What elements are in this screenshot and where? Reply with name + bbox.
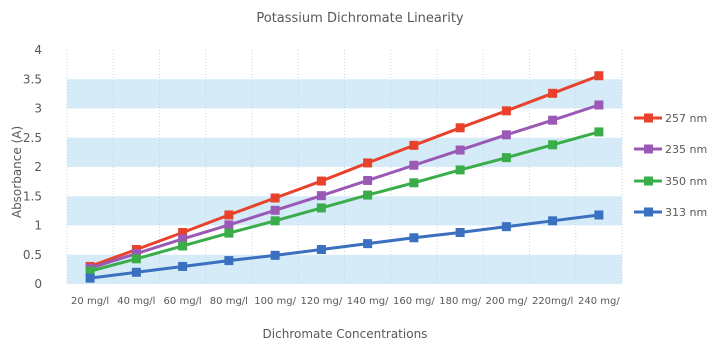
data-point	[501, 130, 511, 140]
data-point	[363, 175, 373, 185]
legend-marker	[644, 176, 653, 186]
data-point	[224, 228, 234, 238]
data-point	[594, 100, 604, 110]
chart-title: Potassium Dichromate Linearity	[256, 11, 464, 26]
x-tick-label: 240 mg/	[578, 296, 620, 307]
y-tick-label: 3.5	[23, 72, 42, 86]
data-point	[548, 88, 558, 98]
x-tick-label: 200 mg/	[486, 296, 528, 307]
data-point	[363, 190, 373, 200]
x-tick-label: 180 mg/	[439, 296, 481, 307]
x-tick-label: 140 mg/	[347, 296, 389, 307]
y-tick-label: 3	[34, 102, 42, 116]
data-point	[224, 210, 234, 220]
data-point	[270, 193, 280, 203]
series-line	[89, 130, 600, 273]
data-point	[594, 210, 604, 220]
data-point	[316, 203, 326, 213]
data-point	[409, 160, 419, 170]
data-point	[178, 261, 188, 271]
x-axis-label: Dichromate Concentrations	[263, 327, 428, 341]
x-tick-label: 80 mg/l	[210, 296, 248, 307]
series-313-nm	[85, 210, 604, 283]
data-point	[455, 123, 465, 133]
data-point	[131, 254, 141, 264]
y-tick-labels: 0 0.5 1 1.5 2 2.5 3 3.5 4	[23, 43, 42, 291]
y-tick-label: 1	[34, 219, 42, 233]
legend-item: 257 nm	[634, 112, 707, 125]
x-tick-label: 160 mg/	[393, 296, 435, 307]
data-point	[178, 241, 188, 251]
vertical-gridlines	[66, 50, 623, 284]
data-point	[270, 205, 280, 215]
y-tick-label: 2	[34, 160, 42, 174]
data-point	[85, 266, 95, 276]
data-point	[409, 178, 419, 188]
y-tick-label: 0.5	[23, 248, 42, 262]
y-tick-label: 4	[34, 43, 42, 57]
series-line	[89, 74, 600, 268]
data-point	[501, 106, 511, 116]
data-point	[548, 216, 558, 226]
data-point	[594, 71, 604, 81]
data-point	[224, 220, 234, 230]
legend: 257 nm 235 nm 350 nm 313 nm	[634, 112, 707, 219]
data-point	[85, 273, 95, 283]
legend-label: 235 nm	[665, 143, 707, 156]
data-point	[270, 216, 280, 226]
data-point	[455, 145, 465, 155]
data-point	[224, 256, 234, 266]
legend-label: 350 nm	[665, 175, 707, 188]
x-tick-label: 60 mg/l	[164, 296, 202, 307]
data-point	[409, 140, 419, 150]
x-tick-label: 120 mg/	[301, 296, 343, 307]
series-lines	[85, 71, 604, 283]
x-tick-label: 40 mg/l	[117, 296, 155, 307]
data-point	[548, 140, 558, 150]
data-point	[316, 176, 326, 186]
legend-label: 257 nm	[665, 112, 707, 125]
series-235-nm	[85, 100, 604, 273]
series-350-nm	[85, 127, 604, 276]
legend-marker	[644, 113, 653, 123]
x-tick-label: 220mg/l	[532, 296, 573, 307]
series-line	[89, 103, 600, 270]
data-point	[131, 249, 141, 259]
data-point	[455, 165, 465, 175]
y-tick-label: 0	[34, 277, 42, 291]
plot-bands	[67, 79, 622, 284]
data-point	[363, 158, 373, 168]
y-axis-label: Absorbance (A)	[10, 126, 24, 218]
x-tick-label: 20 mg/l	[71, 296, 109, 307]
data-point	[178, 234, 188, 244]
legend-marker	[644, 207, 653, 217]
data-point	[409, 233, 419, 243]
data-point	[501, 222, 511, 232]
series-line	[89, 213, 600, 280]
legend-item: 350 nm	[634, 175, 707, 188]
y-tick-label: 1.5	[23, 189, 42, 203]
data-point	[501, 153, 511, 163]
data-point	[316, 244, 326, 254]
x-tick-label: 100 mg/	[254, 296, 296, 307]
x-tick-labels: 20 mg/l 40 mg/l 60 mg/l 80 mg/l 100 mg/120 m…	[71, 296, 620, 307]
data-point	[363, 239, 373, 249]
legend-item: 313 nm	[634, 206, 707, 219]
legend-item: 235 nm	[634, 143, 707, 156]
data-point	[455, 228, 465, 238]
y-tick-label: 2.5	[23, 131, 42, 145]
legend-label: 313 nm	[665, 206, 707, 219]
data-point	[316, 191, 326, 201]
data-point	[548, 115, 558, 125]
data-point	[270, 250, 280, 260]
data-point	[178, 228, 188, 238]
data-point	[594, 127, 604, 137]
legend-marker	[644, 144, 653, 154]
data-point	[131, 267, 141, 277]
